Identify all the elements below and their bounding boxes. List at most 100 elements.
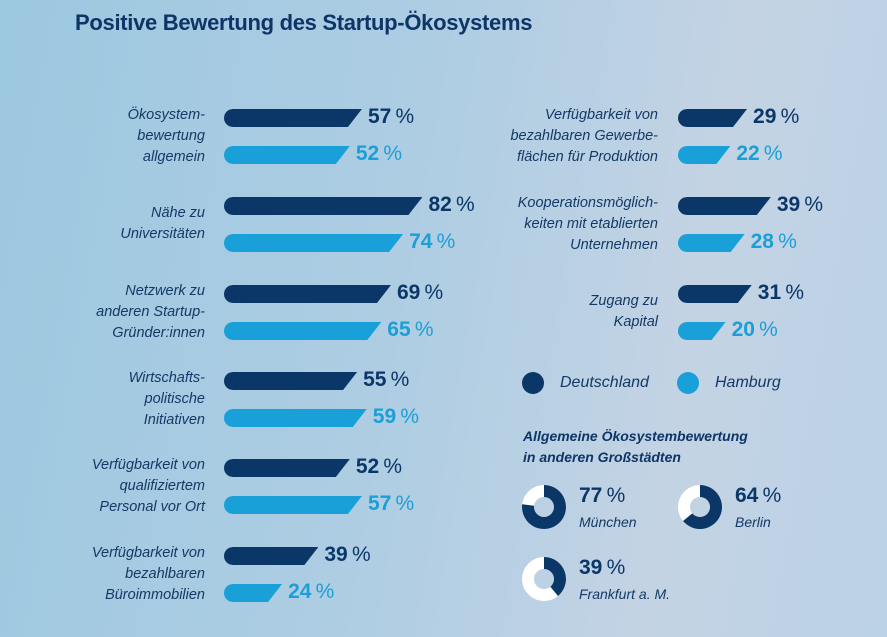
label-line: Universitäten	[120, 226, 205, 242]
bar-deutschland	[678, 197, 771, 215]
value-number: 24	[288, 580, 312, 603]
value-number: 22	[736, 142, 760, 165]
donut-value-label: 77 %	[579, 484, 625, 508]
bar-deutschland	[224, 459, 350, 477]
category-label: Verfügbarkeit von qualifiziertem Personal …	[92, 455, 205, 518]
label-line: allgemein	[142, 148, 205, 165]
legend-swatch-icon	[677, 372, 699, 394]
percent-sign: %	[379, 142, 403, 165]
label-line: Kooperationsmöglich-	[517, 194, 658, 211]
label-line: Ökosystem-	[127, 106, 205, 123]
city-name: Berlin	[735, 514, 771, 530]
category-label: Netzwerk zu anderen Startup- Gründer:innen	[96, 281, 205, 344]
legend-label: Hamburg	[715, 374, 781, 391]
chart-title: Positive Bewertung des Startup-Ökosystem…	[75, 10, 533, 35]
value-label-deutschland: 31 %	[758, 281, 804, 305]
heading-line: Allgemeine Ökosystembewertung	[523, 428, 748, 444]
value-number: 64	[735, 484, 759, 507]
category-label: Verfügbarkeit von bezahlbaren Büroimmobili…	[92, 543, 205, 606]
value-label-hamburg: 65 %	[387, 318, 433, 342]
bar-deutschland	[678, 285, 752, 303]
label-line: Zugang zu	[589, 293, 658, 309]
bar-deutschland	[224, 372, 357, 390]
value-number: 59	[372, 405, 397, 428]
label-line: keiten mit etablierten	[524, 215, 658, 232]
bar-deutschland	[678, 109, 747, 127]
value-number: 82	[428, 193, 452, 216]
label-line: Wirtschafts-	[128, 369, 205, 386]
value-label-hamburg: 22 %	[736, 142, 782, 166]
value-number: 28	[750, 230, 774, 253]
value-number: 57	[367, 492, 392, 515]
label-line: Verfügbarkeit von	[91, 456, 205, 473]
label-line: Kapital	[613, 314, 658, 330]
value-number: 57	[367, 105, 392, 128]
label-line: Nähe zu	[150, 205, 205, 221]
city-name: München	[579, 514, 637, 530]
value-number: 20	[731, 318, 755, 341]
bar-deutschland	[224, 547, 318, 565]
percent-sign: %	[758, 484, 782, 507]
value-number: 39	[776, 193, 801, 216]
bar-hamburg	[224, 146, 350, 164]
percent-sign: %	[391, 105, 415, 128]
percent-sign: %	[347, 543, 371, 566]
donut-chart	[678, 485, 722, 529]
bar-hamburg	[678, 146, 730, 164]
value-label-deutschland: 55 %	[363, 368, 409, 392]
label-line: qualifiziertem	[119, 477, 205, 494]
value-number: 52	[355, 455, 380, 478]
percent-sign: %	[800, 193, 824, 216]
label-line: Netzwerk zu	[125, 282, 205, 299]
category-label: Ökosystem-bewertung allgemein	[128, 105, 205, 168]
label-line: bezahlbaren Gewerbe-	[510, 127, 658, 144]
value-label-deutschland: 57 %	[368, 105, 414, 129]
legend-label: Deutschland	[560, 374, 649, 391]
bar-deutschland	[224, 285, 391, 303]
percent-sign: %	[386, 368, 410, 391]
percent-sign: %	[451, 193, 475, 216]
label-line: anderen Startup-	[96, 303, 205, 320]
value-label-hamburg: 52 %	[356, 142, 402, 166]
heading-line: in anderen Großstädten	[523, 449, 681, 465]
value-label-hamburg: 74 %	[409, 230, 455, 254]
percent-sign: %	[754, 318, 778, 341]
value-number: 74	[409, 230, 433, 253]
value-label-deutschland: 82 %	[428, 193, 474, 217]
bar-hamburg	[678, 322, 726, 340]
percent-sign: %	[773, 230, 797, 253]
percent-sign: %	[379, 455, 403, 478]
bar-deutschland	[224, 197, 422, 215]
label-line: politische	[144, 390, 205, 407]
percent-sign: %	[602, 556, 626, 579]
label-line: Verfügbarkeit von	[91, 544, 205, 561]
bar-hamburg	[224, 496, 362, 514]
percent-sign: %	[420, 281, 444, 304]
bar-hamburg	[224, 234, 403, 252]
value-number: 69	[396, 281, 421, 304]
category-label: Wirtschafts-politische Initiativen	[129, 368, 205, 431]
value-number: 65	[387, 318, 411, 341]
category-label: Kooperationsmöglich-keiten mit etabliert…	[518, 193, 658, 256]
value-label-hamburg: 57 %	[368, 492, 414, 516]
value-label-deutschland: 29 %	[753, 105, 799, 129]
percent-sign: %	[759, 142, 783, 165]
donut-value-label: 64 %	[735, 484, 781, 508]
donut-section-heading: Allgemeine Ökosystembewertung in anderen…	[523, 426, 748, 468]
bar-deutschland	[224, 109, 362, 127]
label-line: Verfügbarkeit von	[544, 106, 658, 123]
category-label: Zugang zu Kapital	[589, 291, 658, 333]
label-line: Initiativen	[143, 411, 205, 428]
legend-item-hamburg: Hamburg	[677, 372, 781, 394]
legend-item-deutschland: Deutschland	[522, 372, 649, 394]
donut-value-label: 39 %	[579, 556, 625, 580]
value-number: 52	[355, 142, 380, 165]
value-label-hamburg: 20 %	[732, 318, 778, 342]
value-number: 29	[753, 105, 777, 128]
donut-value-slice	[544, 557, 566, 596]
value-number: 77	[579, 484, 603, 507]
value-number: 39	[579, 556, 603, 579]
percent-sign: %	[602, 484, 626, 507]
percent-sign: %	[410, 318, 434, 341]
percent-sign: %	[396, 405, 420, 428]
